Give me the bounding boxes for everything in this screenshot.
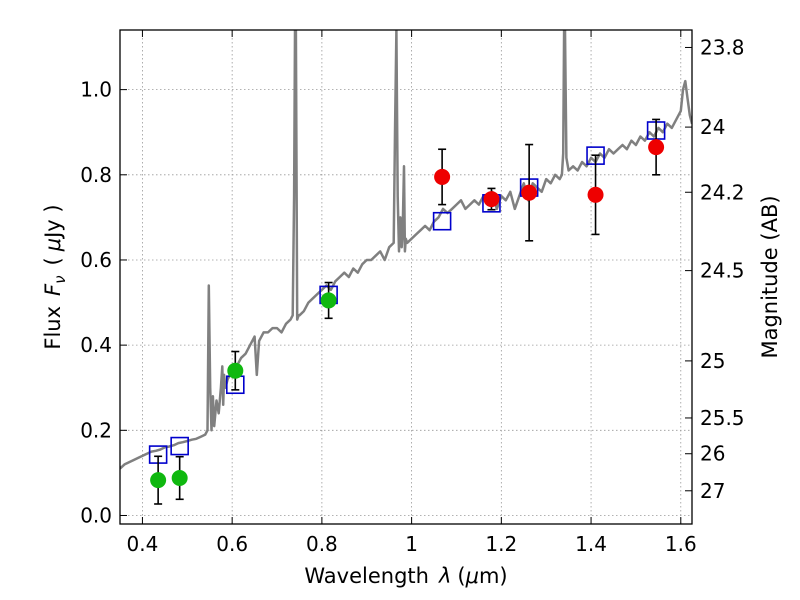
y2-tick-label: 26 xyxy=(700,442,725,466)
y-tick-label: 0.8 xyxy=(80,163,112,187)
space-photometry-point xyxy=(648,139,665,156)
y-tick-label: 0.4 xyxy=(80,333,112,357)
space-photometry-point xyxy=(483,191,500,208)
right-axis-label: Magnitude (AB) xyxy=(758,195,782,358)
chart-series xyxy=(120,30,692,505)
plot-frame xyxy=(119,29,693,525)
x-tick-label: 0.4 xyxy=(127,532,159,556)
y2-tick-label: 27 xyxy=(700,479,725,503)
x-axis-label: Wavelength λ (μm) xyxy=(304,564,507,588)
ground-photometry-point xyxy=(320,292,337,309)
y2-tick-label: 25 xyxy=(700,349,725,373)
ground-photometry-point xyxy=(150,472,167,489)
axis-ticks: 0.4 0.6 0.8 1 1.2 1.4 1.6 0.0 0.2 0.4 0.6 0.8 1.0 23.… xyxy=(80,30,745,556)
x-tick-label: 0.6 xyxy=(216,532,248,556)
y2-tick-label: 23.8 xyxy=(700,35,745,59)
space-photometry-point xyxy=(587,186,604,203)
y-axis-label: FluxFν(μJy ) xyxy=(41,204,69,349)
x-tick-label: 1.6 xyxy=(665,532,697,556)
y2-tick-label: 25.5 xyxy=(700,406,745,430)
y-tick-label: 0.0 xyxy=(80,503,112,527)
y2-tick-label: 24.5 xyxy=(700,259,745,283)
ground-photometry-point xyxy=(227,362,244,379)
template-spectrum-line xyxy=(120,30,692,470)
grid-lines xyxy=(120,30,692,524)
model-point-square xyxy=(170,436,189,456)
y-tick-label: 0.2 xyxy=(80,418,112,442)
y-tick-label: 1.0 xyxy=(80,78,112,102)
x-tick-label: 1 xyxy=(405,532,418,556)
ground-photometry-point xyxy=(171,470,188,487)
x-tick-label: 1.4 xyxy=(575,532,607,556)
space-photometry-point xyxy=(521,184,538,201)
space-photometry-point xyxy=(434,168,451,185)
y2-tick-label: 24.2 xyxy=(700,180,745,204)
x-tick-label: 1.2 xyxy=(485,532,517,556)
y-tick-label: 0.6 xyxy=(80,248,112,272)
model-point-square xyxy=(432,211,452,231)
x-tick-label: 0.8 xyxy=(306,532,338,556)
y2-tick-label: 24 xyxy=(700,115,725,139)
